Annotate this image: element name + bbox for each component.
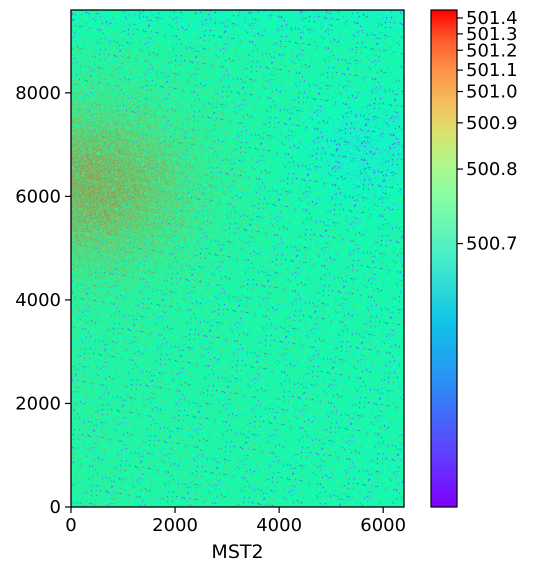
y-tick-label: 4000 [15, 290, 61, 311]
colorbar-tick-label: 501.0 [466, 82, 518, 103]
x-axis-title: MST2 [211, 541, 263, 563]
plot-frame [70, 9, 405, 508]
y-axis: 0 2000 4000 6000 8000 [15, 83, 71, 518]
x-tick-label: 2000 [152, 515, 198, 536]
colorbar-tick-label: 500.7 [466, 234, 518, 255]
heatmap-image [71, 10, 404, 507]
colorbar-tick-label: 500.9 [466, 113, 518, 134]
colorbar-tick-label: 501.1 [466, 60, 518, 81]
colorbar-tick-label: 501.3 [466, 24, 518, 45]
x-tick-label: 0 [65, 515, 76, 536]
y-tick-label: 6000 [15, 186, 61, 207]
colorbar-tick-label: 501.2 [466, 40, 518, 61]
x-axis: 0 2000 4000 6000 [65, 507, 406, 536]
y-tick-label: 8000 [15, 83, 61, 104]
y-tick-label: 2000 [15, 393, 61, 414]
colorbar-tick-label: 501.4 [466, 8, 518, 29]
y-tick-label: 0 [50, 497, 61, 518]
heatmap-plot-area [70, 9, 405, 508]
colorbar-gradient [430, 9, 458, 508]
colorbar-tick-label: 500.8 [466, 159, 518, 180]
x-tick-label: 4000 [256, 515, 302, 536]
x-tick-label: 6000 [360, 515, 406, 536]
